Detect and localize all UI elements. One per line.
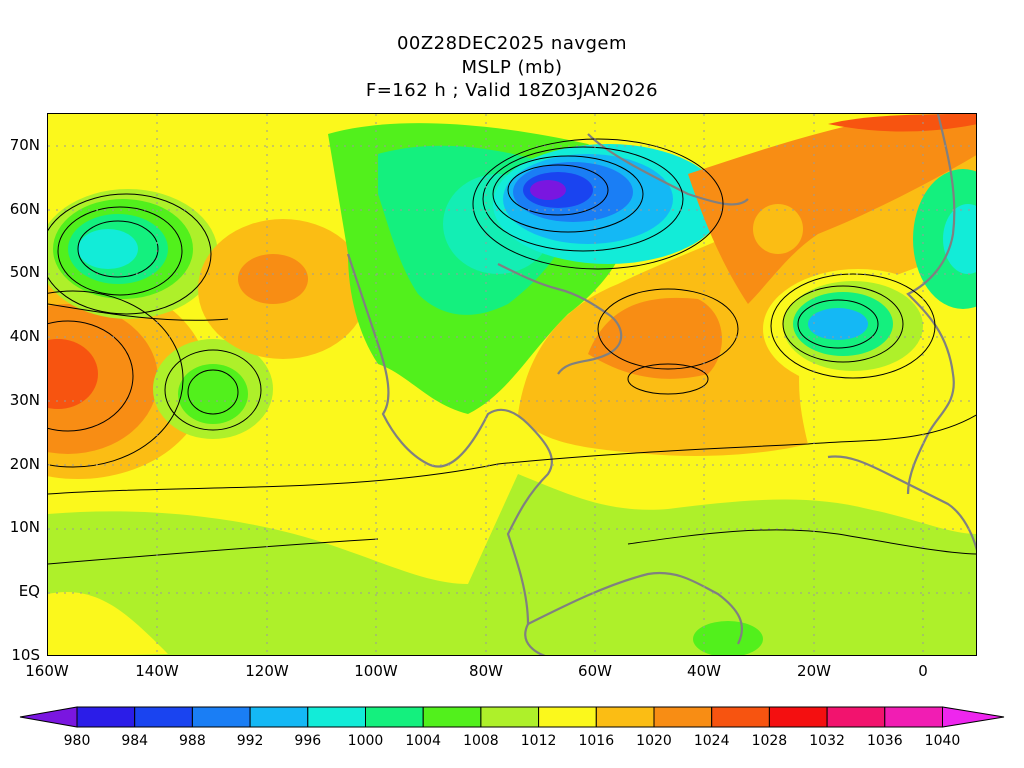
longitude-label: 60W bbox=[578, 662, 612, 680]
colorbar bbox=[0, 700, 1024, 760]
azores-low-996 bbox=[808, 308, 868, 340]
colorbar-min-arrow bbox=[19, 706, 78, 728]
colorbar-tick-label: 1040 bbox=[924, 733, 961, 749]
colorbar-swatch bbox=[307, 706, 366, 728]
chart-title-model: 00Z28DEC2025 navgem bbox=[396, 33, 628, 54]
colorbar-tick-label: 1032 bbox=[809, 733, 845, 749]
latitude-label: 10N bbox=[9, 518, 40, 536]
colorbar-tick-label: 1024 bbox=[693, 733, 730, 749]
colorbar-swatch bbox=[365, 706, 424, 728]
colorbar-swatch bbox=[711, 706, 770, 728]
europe-africa-coast bbox=[906, 114, 956, 495]
latitude-label: 20N bbox=[9, 455, 40, 473]
sa-coast bbox=[527, 571, 743, 645]
colorbar-tick-label: 988 bbox=[179, 733, 206, 749]
longitude-label: 80W bbox=[469, 662, 503, 680]
pressure-map bbox=[47, 113, 977, 656]
labrador-low-980 bbox=[530, 180, 566, 200]
south-yellow-patch bbox=[48, 592, 168, 655]
sa-green bbox=[468, 584, 567, 655]
longitude-label: 160W bbox=[25, 662, 69, 680]
longitude-label: 120W bbox=[245, 662, 289, 680]
sa-low-green bbox=[693, 621, 763, 655]
longitude-label: 100W bbox=[354, 662, 398, 680]
colorbar-max-arrow bbox=[942, 706, 1005, 728]
colorbar-tick-label: 1008 bbox=[463, 733, 499, 749]
colorbar-tick-label: 1004 bbox=[405, 733, 441, 749]
coastlines bbox=[346, 114, 976, 655]
latitude-label: 50N bbox=[9, 263, 40, 281]
colorbar-tick-label: 1016 bbox=[578, 733, 615, 749]
colorbar-tick-label: 1000 bbox=[347, 733, 384, 749]
subtrop-low-1008 bbox=[178, 364, 248, 424]
atlantic-col bbox=[753, 204, 803, 254]
colorbar-swatch bbox=[134, 706, 193, 728]
greenland-coast bbox=[587, 133, 749, 206]
colorbar-swatch bbox=[191, 706, 251, 728]
longitude-label: 0 bbox=[918, 662, 928, 680]
colorbar-swatch bbox=[595, 706, 655, 728]
pacific-high-1024 bbox=[48, 304, 158, 454]
colorbar-tick-label: 1028 bbox=[751, 733, 788, 749]
latitude-label: 60N bbox=[9, 200, 40, 218]
colorbar-swatch bbox=[76, 706, 136, 728]
atlantic-high-1024-north bbox=[688, 114, 976, 304]
colorbar-tick-label: 996 bbox=[294, 733, 322, 749]
latitude-label: 10S bbox=[11, 646, 40, 664]
colorbar-swatch bbox=[884, 706, 943, 728]
colorbar-swatch bbox=[653, 706, 713, 728]
colorbar-tick-label: 1020 bbox=[636, 733, 672, 749]
colorbar-swatch bbox=[422, 706, 482, 728]
pressure-map-svg bbox=[48, 114, 976, 655]
longitude-label: 140W bbox=[135, 662, 179, 680]
isobars bbox=[48, 138, 976, 565]
africa-bulge bbox=[827, 455, 976, 551]
latitude-label: 30N bbox=[9, 391, 40, 409]
colorbar-tick-label: 984 bbox=[121, 733, 149, 749]
aleutian-low-1000 bbox=[78, 229, 138, 269]
longitude-label: 40W bbox=[687, 662, 721, 680]
colorbar-swatch bbox=[480, 706, 540, 728]
chart-title-valid: F=162 h ; Valid 18Z03JAN2026 bbox=[365, 80, 659, 101]
pacific-high-1028 bbox=[48, 339, 98, 409]
colorbar-svg bbox=[19, 706, 1005, 728]
colorbar-swatch bbox=[538, 706, 597, 728]
colorbar-tick-label: 1036 bbox=[866, 733, 903, 749]
colorbar-swatch bbox=[249, 706, 309, 728]
ne-coast bbox=[497, 263, 623, 375]
graticule bbox=[48, 114, 976, 655]
colorbar-swatch bbox=[826, 706, 886, 728]
latitude-label: 40N bbox=[9, 327, 40, 345]
euro-low-1000 bbox=[943, 204, 976, 274]
latitude-label: 70N bbox=[9, 136, 40, 154]
longitude-label: 20W bbox=[797, 662, 831, 680]
colorbar-tick-label: 980 bbox=[63, 733, 91, 749]
na-coast bbox=[346, 253, 553, 655]
colorbar-swatch bbox=[768, 706, 828, 728]
nw-high-1024 bbox=[238, 254, 308, 304]
tropical-green-band bbox=[48, 474, 976, 655]
latitude-label: EQ bbox=[18, 582, 40, 600]
chart-title-field: MSLP (mb) bbox=[461, 57, 563, 78]
colorbar-tick-label: 992 bbox=[236, 733, 264, 749]
colorbar-tick-label: 1012 bbox=[520, 733, 557, 749]
